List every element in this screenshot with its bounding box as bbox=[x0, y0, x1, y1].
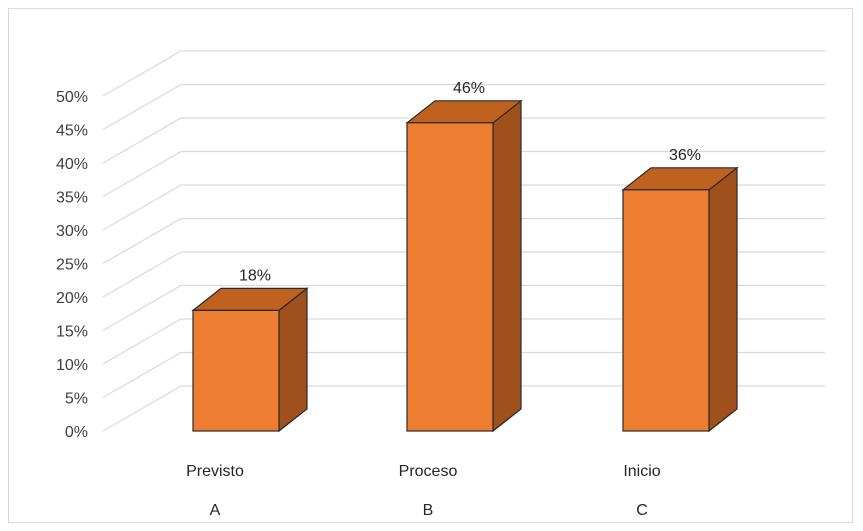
gridline bbox=[102, 385, 825, 432]
y-tick-label: 5% bbox=[65, 391, 88, 408]
gridline bbox=[102, 217, 825, 265]
gridline bbox=[102, 251, 825, 298]
y-tick-label: 20% bbox=[56, 290, 88, 307]
bar-side bbox=[492, 99, 522, 433]
y-tick-label: 15% bbox=[56, 324, 88, 341]
y-axis: 0% 5% 10% 15% 20% 25% 30% 35% 40% 45% 50% bbox=[56, 89, 88, 441]
data-label: 36% bbox=[669, 147, 701, 164]
y-tick-label: 45% bbox=[56, 123, 88, 140]
data-label: 18% bbox=[239, 267, 271, 284]
gridlines bbox=[102, 50, 825, 432]
bar-front bbox=[406, 122, 494, 432]
x-tick-sublabel: B bbox=[423, 502, 434, 519]
gridline bbox=[102, 318, 825, 365]
gridline bbox=[102, 83, 825, 131]
x-tick-label: Inicio bbox=[623, 463, 660, 480]
y-tick-label: 0% bbox=[65, 424, 88, 441]
bar bbox=[405, 99, 523, 433]
gridline bbox=[102, 150, 825, 198]
bar bbox=[621, 166, 739, 433]
y-tick-label: 35% bbox=[56, 190, 88, 207]
gridline bbox=[102, 184, 825, 231]
x-tick-sublabel: A bbox=[210, 502, 221, 519]
y-tick-label: 40% bbox=[56, 156, 88, 173]
x-tick-sublabel: C bbox=[636, 502, 648, 519]
gridline bbox=[102, 284, 825, 332]
gridline bbox=[102, 351, 825, 399]
bar-front bbox=[622, 189, 710, 432]
bar-side bbox=[708, 166, 738, 433]
bars: 18% 46% 36% bbox=[191, 80, 739, 433]
y-tick-label: 25% bbox=[56, 257, 88, 274]
bar bbox=[191, 287, 309, 433]
bar-front bbox=[192, 309, 280, 432]
gridline bbox=[102, 117, 825, 164]
x-tick-label: Previsto bbox=[186, 463, 244, 480]
bar-side bbox=[278, 287, 308, 433]
x-tick-label: Proceso bbox=[399, 463, 458, 480]
x-axis: Previsto A Proceso B Inicio C bbox=[186, 463, 661, 519]
y-tick-label: 10% bbox=[56, 357, 88, 374]
data-label: 46% bbox=[453, 80, 485, 97]
gridline bbox=[102, 50, 825, 97]
y-tick-label: 50% bbox=[56, 89, 88, 106]
y-tick-label: 30% bbox=[56, 223, 88, 240]
